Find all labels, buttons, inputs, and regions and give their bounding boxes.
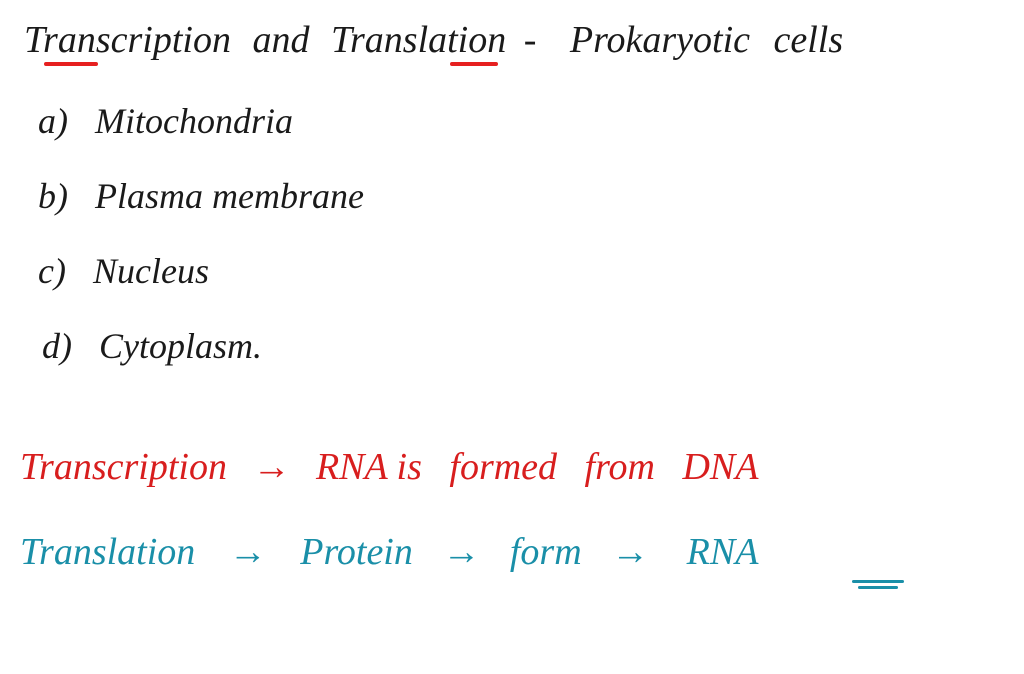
arrow-icon: →	[442, 531, 480, 573]
title-and: and	[252, 19, 309, 61]
title-word-cells: cells	[774, 19, 844, 61]
definition-translation: Translation → Protein → form → RNA	[20, 530, 758, 574]
rna-double-underline	[852, 580, 904, 589]
title-word-translation: Translation	[331, 18, 506, 62]
arrow-icon: →	[611, 531, 649, 573]
def1-part4: DNA	[682, 446, 758, 488]
option-text-d: Cytoplasm.	[99, 326, 262, 366]
def2-part1: Protein	[300, 531, 413, 573]
title-dash: -	[524, 19, 537, 61]
title-word-transcription: Transcription	[24, 18, 231, 62]
arrow-icon: →	[252, 446, 290, 488]
def1-part3: from	[585, 446, 655, 488]
option-label-a: a)	[38, 101, 68, 141]
option-text-b: Plasma membrane	[95, 176, 364, 216]
def1-part2: formed	[449, 446, 557, 488]
arrow-icon: →	[229, 531, 267, 573]
option-c: c) Nucleus	[38, 250, 209, 292]
title-line: Transcription and Translation - Prokaryo…	[24, 18, 843, 62]
def2-part2: form	[510, 531, 582, 573]
option-a: a) Mitochondria	[38, 100, 293, 142]
def1-word: Transcription	[20, 446, 227, 488]
def1-part1: RNA is	[316, 446, 422, 488]
option-text-a: Mitochondria	[95, 101, 293, 141]
def2-part3: RNA	[687, 531, 759, 573]
option-text-c: Nucleus	[93, 251, 209, 291]
title-underline-2	[450, 62, 498, 66]
option-label-d: d)	[42, 326, 72, 366]
title-underline-1	[44, 62, 98, 66]
option-label-b: b)	[38, 176, 68, 216]
option-b: b) Plasma membrane	[38, 175, 364, 217]
option-d: d) Cytoplasm.	[42, 325, 262, 367]
title-word-prokaryotic: Prokaryotic	[570, 19, 750, 61]
definition-transcription: Transcription → RNA is formed from DNA	[20, 445, 758, 489]
option-label-c: c)	[38, 251, 66, 291]
def2-word: Translation	[20, 531, 195, 573]
